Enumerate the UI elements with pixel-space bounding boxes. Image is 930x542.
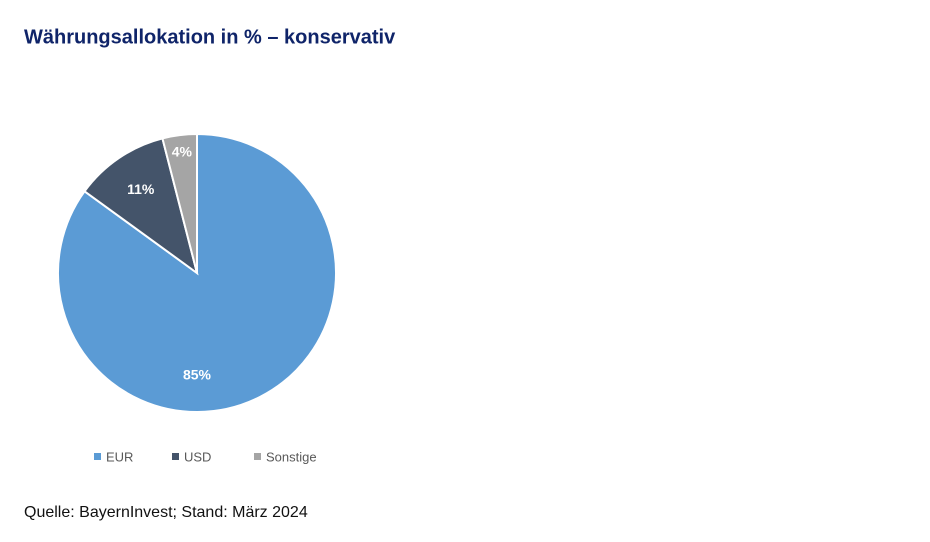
- data-label: 11%: [127, 181, 155, 197]
- pie-slice: [83, 137, 199, 276]
- data-label: 4%: [172, 144, 193, 160]
- legend-label: Sonstige: [266, 449, 317, 464]
- pie-slice: [161, 132, 198, 274]
- legend-marker: [172, 453, 179, 460]
- data-label: 85%: [183, 367, 212, 383]
- legend-label: USD: [184, 449, 211, 464]
- chart-title: Währungsallokation in % – konservativ: [24, 26, 396, 48]
- legend-marker: [254, 453, 261, 460]
- legend-marker: [94, 453, 101, 460]
- legend-label: EUR: [106, 449, 133, 464]
- source-note: Quelle: BayernInvest; Stand: März 2024: [24, 504, 308, 521]
